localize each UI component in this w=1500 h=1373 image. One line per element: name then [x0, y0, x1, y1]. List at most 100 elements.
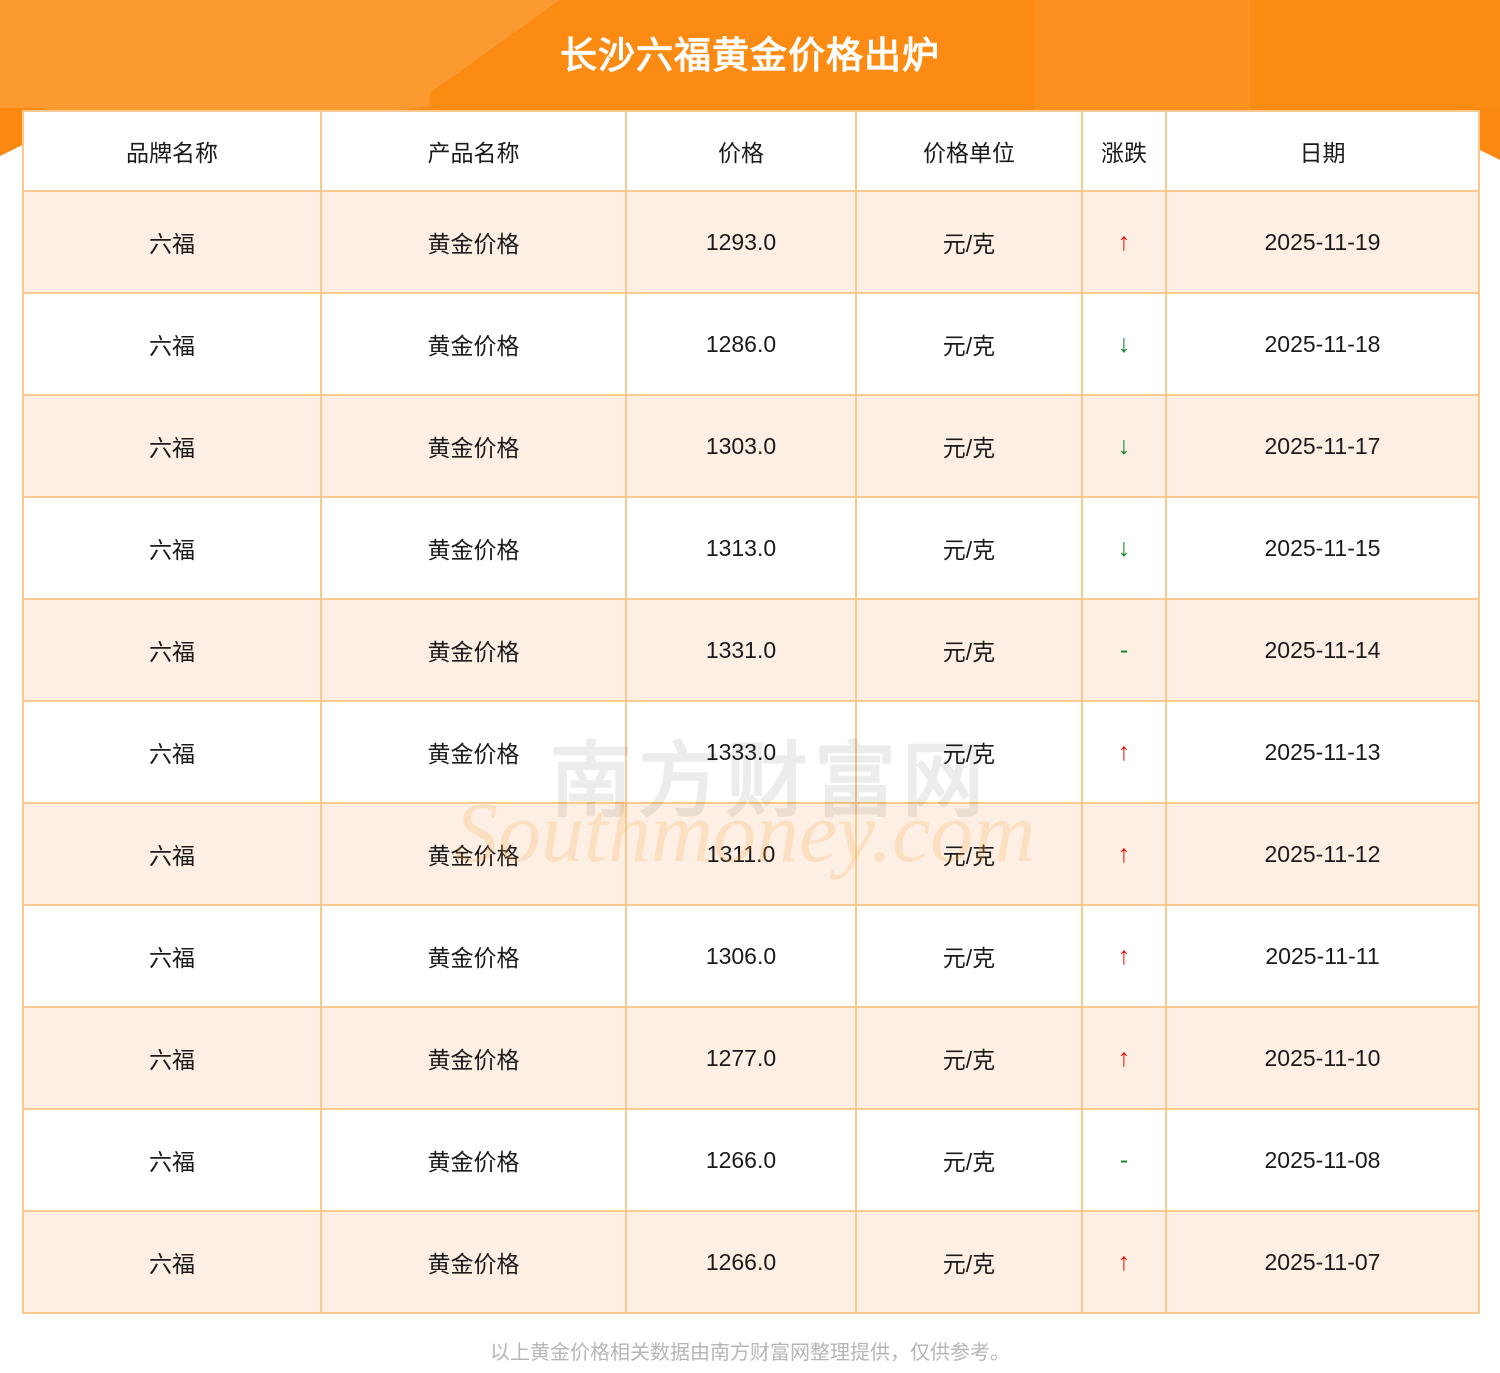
- column-header-change: 涨跌: [1081, 110, 1167, 192]
- flat-dash-icon: -: [1119, 1145, 1129, 1174]
- arrow-up-icon: ↑: [1117, 737, 1131, 766]
- cell-date: 2025-11-11: [1165, 904, 1480, 1008]
- cell-date: 2025-11-12: [1165, 802, 1480, 906]
- cell-unit: 元/克: [855, 700, 1083, 804]
- cell-unit: 元/克: [855, 292, 1083, 396]
- cell-date: 2025-11-07: [1165, 1210, 1480, 1314]
- cell-brand: 六福: [22, 190, 322, 294]
- cell-brand: 六福: [22, 802, 322, 906]
- cell-brand: 六福: [22, 1006, 322, 1110]
- table-row: 六福 黄金价格 1277.0 元/克 ↑ 2025-11-10: [22, 1006, 1480, 1110]
- cell-unit: 元/克: [855, 394, 1083, 498]
- page-banner: 长沙六福黄金价格出炉: [0, 0, 1500, 112]
- flat-dash-icon: -: [1119, 635, 1129, 664]
- arrow-up-icon: ↑: [1117, 227, 1131, 256]
- cell-product: 黄金价格: [320, 190, 627, 294]
- cell-change: -: [1081, 598, 1167, 702]
- column-header-date: 日期: [1165, 110, 1480, 192]
- cell-product: 黄金价格: [320, 496, 627, 600]
- arrow-up-icon: ↑: [1117, 1247, 1131, 1276]
- cell-unit: 元/克: [855, 190, 1083, 294]
- cell-price: 1331.0: [625, 598, 857, 702]
- cell-brand: 六福: [22, 1210, 322, 1314]
- cell-product: 黄金价格: [320, 1210, 627, 1314]
- cell-product: 黄金价格: [320, 292, 627, 396]
- cell-brand: 六福: [22, 1108, 322, 1212]
- table-row: 六福 黄金价格 1303.0 元/克 ↓ 2025-11-17: [22, 394, 1480, 498]
- cell-change: ↑: [1081, 1006, 1167, 1110]
- banner-decoration-far-right-block: [1250, 0, 1500, 112]
- cell-change: ↑: [1081, 1210, 1167, 1314]
- cell-price: 1266.0: [625, 1210, 857, 1314]
- cell-change: ↑: [1081, 904, 1167, 1008]
- gold-price-table: 品牌名称 产品名称 价格 价格单位 涨跌 日期 六福 黄金价格 1293.0 元/克 ↑…: [22, 110, 1480, 1314]
- cell-price: 1277.0: [625, 1006, 857, 1110]
- column-header-unit: 价格单位: [855, 110, 1083, 192]
- cell-date: 2025-11-13: [1165, 700, 1480, 804]
- table-row: 六福 黄金价格 1313.0 元/克 ↓ 2025-11-15: [22, 496, 1480, 600]
- cell-brand: 六福: [22, 904, 322, 1008]
- arrow-down-icon: ↓: [1117, 431, 1131, 460]
- cell-unit: 元/克: [855, 1210, 1083, 1314]
- cell-date: 2025-11-08: [1165, 1108, 1480, 1212]
- column-header-brand: 品牌名称: [22, 110, 322, 192]
- table-row: 六福 黄金价格 1266.0 元/克 ↑ 2025-11-07: [22, 1210, 1480, 1314]
- cell-change: ↓: [1081, 496, 1167, 600]
- cell-product: 黄金价格: [320, 700, 627, 804]
- table-row: 六福 黄金价格 1333.0 元/克 ↑ 2025-11-13: [22, 700, 1480, 804]
- table-row: 六福 黄金价格 1293.0 元/克 ↑ 2025-11-19: [22, 190, 1480, 294]
- cell-price: 1266.0: [625, 1108, 857, 1212]
- table-row: 六福 黄金价格 1331.0 元/克 - 2025-11-14: [22, 598, 1480, 702]
- table-row: 六福 黄金价格 1286.0 元/克 ↓ 2025-11-18: [22, 292, 1480, 396]
- table-header: 品牌名称 产品名称 价格 价格单位 涨跌 日期: [22, 110, 1480, 192]
- cell-price: 1293.0: [625, 190, 857, 294]
- table-row: 六福 黄金价格 1311.0 元/克 ↑ 2025-11-12: [22, 802, 1480, 906]
- table-header-row: 品牌名称 产品名称 价格 价格单位 涨跌 日期: [22, 110, 1480, 192]
- cell-product: 黄金价格: [320, 598, 627, 702]
- banner-decoration-right-block: [1035, 0, 1250, 112]
- cell-date: 2025-11-19: [1165, 190, 1480, 294]
- arrow-up-icon: ↑: [1117, 1043, 1131, 1072]
- cell-change: -: [1081, 1108, 1167, 1212]
- cell-product: 黄金价格: [320, 904, 627, 1008]
- cell-date: 2025-11-17: [1165, 394, 1480, 498]
- arrow-down-icon: ↓: [1117, 533, 1131, 562]
- cell-change: ↓: [1081, 394, 1167, 498]
- cell-price: 1311.0: [625, 802, 857, 906]
- cell-price: 1286.0: [625, 292, 857, 396]
- cell-brand: 六福: [22, 292, 322, 396]
- cell-unit: 元/克: [855, 496, 1083, 600]
- cell-product: 黄金价格: [320, 394, 627, 498]
- cell-brand: 六福: [22, 598, 322, 702]
- cell-product: 黄金价格: [320, 1108, 627, 1212]
- cell-price: 1313.0: [625, 496, 857, 600]
- cell-date: 2025-11-18: [1165, 292, 1480, 396]
- table-row: 六福 黄金价格 1306.0 元/克 ↑ 2025-11-11: [22, 904, 1480, 1008]
- cell-change: ↑: [1081, 190, 1167, 294]
- cell-date: 2025-11-14: [1165, 598, 1480, 702]
- cell-product: 黄金价格: [320, 802, 627, 906]
- cell-brand: 六福: [22, 700, 322, 804]
- page-title: 长沙六福黄金价格出炉: [560, 35, 940, 76]
- cell-unit: 元/克: [855, 1108, 1083, 1212]
- table-row: 六福 黄金价格 1266.0 元/克 - 2025-11-08: [22, 1108, 1480, 1212]
- cell-date: 2025-11-15: [1165, 496, 1480, 600]
- gold-price-table-container: 品牌名称 产品名称 价格 价格单位 涨跌 日期 六福 黄金价格 1293.0 元/克 ↑…: [22, 110, 1480, 1314]
- arrow-up-icon: ↑: [1117, 839, 1131, 868]
- cell-unit: 元/克: [855, 598, 1083, 702]
- cell-unit: 元/克: [855, 1006, 1083, 1110]
- cell-price: 1333.0: [625, 700, 857, 804]
- arrow-up-icon: ↑: [1117, 941, 1131, 970]
- table-body: 六福 黄金价格 1293.0 元/克 ↑ 2025-11-19 六福 黄金价格 1286.0 元/…: [22, 190, 1480, 1314]
- cell-brand: 六福: [22, 394, 322, 498]
- column-header-price: 价格: [625, 110, 857, 192]
- cell-change: ↑: [1081, 802, 1167, 906]
- cell-product: 黄金价格: [320, 1006, 627, 1110]
- column-header-product: 产品名称: [320, 110, 627, 192]
- cell-change: ↓: [1081, 292, 1167, 396]
- cell-date: 2025-11-10: [1165, 1006, 1480, 1110]
- footer-disclaimer: 以上黄金价格相关数据由南方财富网整理提供，仅供参考。: [490, 1342, 1010, 1364]
- cell-price: 1306.0: [625, 904, 857, 1008]
- cell-unit: 元/克: [855, 802, 1083, 906]
- cell-price: 1303.0: [625, 394, 857, 498]
